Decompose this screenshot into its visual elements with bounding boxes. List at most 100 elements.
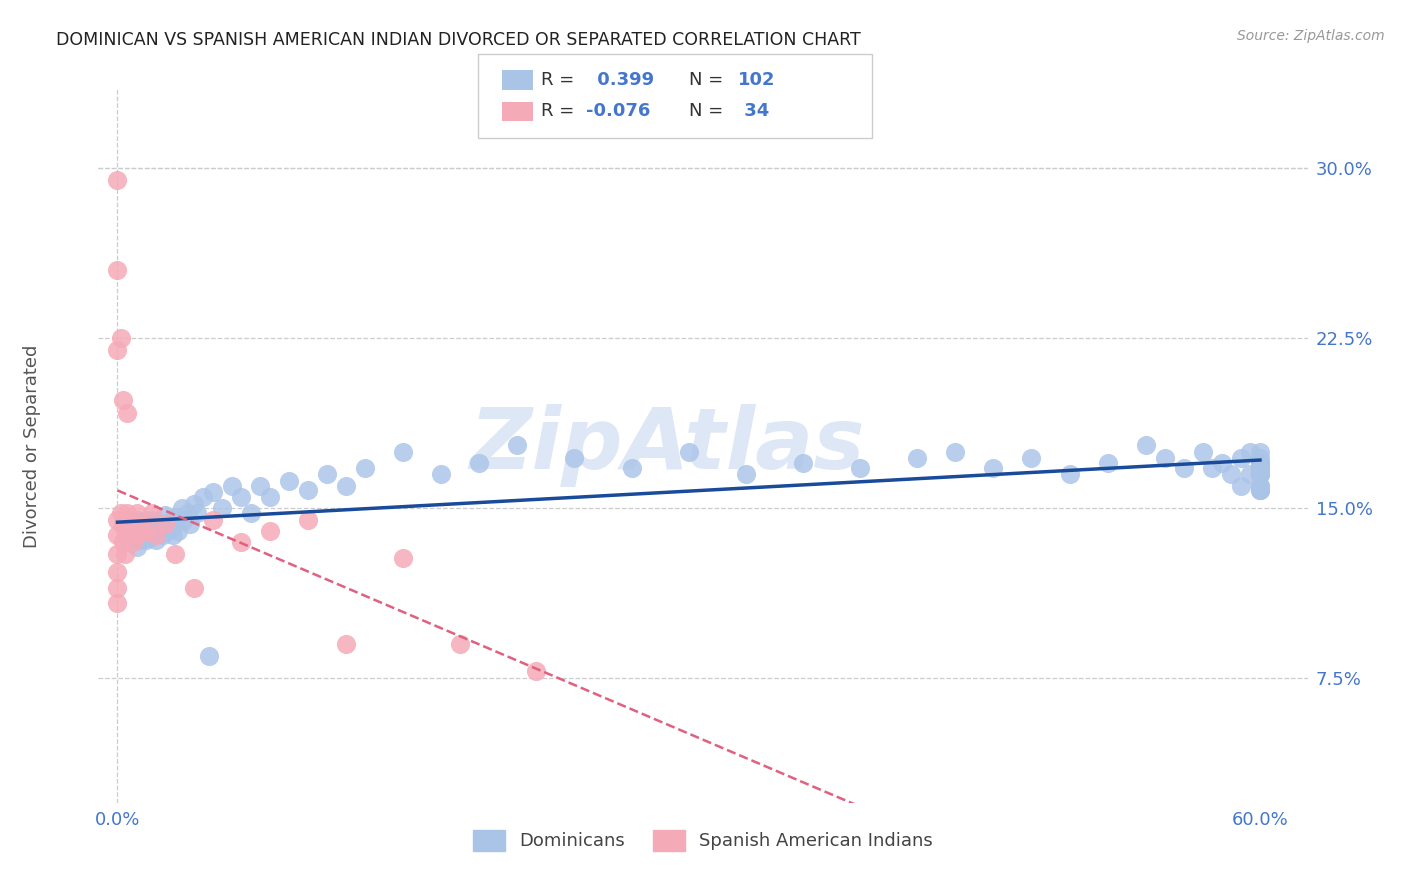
Point bbox=[157, 515, 180, 529]
Point bbox=[112, 535, 135, 549]
Point bbox=[120, 524, 142, 538]
Point bbox=[183, 581, 205, 595]
Point bbox=[1249, 483, 1271, 498]
Point bbox=[173, 513, 195, 527]
Point bbox=[297, 483, 319, 498]
Point bbox=[449, 637, 471, 651]
Point bbox=[201, 513, 224, 527]
Point bbox=[1153, 451, 1175, 466]
Point bbox=[163, 547, 186, 561]
Point bbox=[506, 438, 529, 452]
Point bbox=[112, 392, 135, 407]
Point bbox=[1135, 438, 1157, 452]
Point bbox=[211, 501, 233, 516]
Text: Divorced or Separated: Divorced or Separated bbox=[22, 344, 41, 548]
Point bbox=[139, 522, 162, 536]
Point bbox=[112, 519, 135, 533]
Text: N =: N = bbox=[689, 71, 728, 89]
Text: R =: R = bbox=[541, 103, 581, 120]
Point bbox=[141, 513, 163, 527]
Point bbox=[135, 513, 157, 527]
Point bbox=[124, 517, 146, 532]
Point bbox=[115, 528, 138, 542]
Point bbox=[1097, 456, 1119, 470]
Point bbox=[430, 467, 453, 482]
Point bbox=[152, 528, 174, 542]
Point bbox=[153, 517, 176, 532]
Point bbox=[129, 533, 152, 547]
Point bbox=[125, 524, 148, 538]
Point bbox=[1249, 483, 1271, 498]
Text: ZipAtlas: ZipAtlas bbox=[470, 404, 865, 488]
Point bbox=[249, 478, 271, 492]
Point bbox=[1249, 467, 1271, 482]
Point bbox=[115, 519, 138, 533]
Point bbox=[335, 478, 357, 492]
Point bbox=[172, 501, 194, 516]
Text: Source: ZipAtlas.com: Source: ZipAtlas.com bbox=[1237, 29, 1385, 43]
Point bbox=[1239, 467, 1261, 482]
Point bbox=[141, 524, 163, 538]
Point bbox=[1249, 456, 1271, 470]
Point bbox=[114, 547, 136, 561]
Point bbox=[1249, 460, 1271, 475]
Point bbox=[121, 535, 143, 549]
Point bbox=[107, 343, 129, 357]
Point bbox=[153, 517, 176, 532]
Point bbox=[1249, 478, 1271, 492]
Point bbox=[115, 506, 138, 520]
Point bbox=[118, 535, 141, 549]
Point bbox=[983, 460, 1005, 475]
Text: 0.399: 0.399 bbox=[591, 71, 654, 89]
Point bbox=[239, 506, 262, 520]
Point bbox=[131, 524, 153, 538]
Point bbox=[468, 456, 491, 470]
Point bbox=[231, 490, 253, 504]
Point bbox=[191, 490, 214, 504]
Point bbox=[231, 535, 253, 549]
Point bbox=[1249, 444, 1271, 458]
Point bbox=[335, 637, 357, 651]
Point bbox=[1220, 467, 1243, 482]
Point bbox=[1173, 460, 1195, 475]
Point bbox=[259, 524, 281, 538]
Point bbox=[1230, 478, 1253, 492]
Point bbox=[1211, 456, 1233, 470]
Point bbox=[135, 522, 157, 536]
Point bbox=[129, 519, 152, 533]
Text: R =: R = bbox=[541, 71, 581, 89]
Point bbox=[114, 513, 136, 527]
Point bbox=[166, 510, 188, 524]
Point bbox=[792, 456, 814, 470]
Text: DOMINICAN VS SPANISH AMERICAN INDIAN DIVORCED OR SEPARATED CORRELATION CHART: DOMINICAN VS SPANISH AMERICAN INDIAN DIV… bbox=[56, 31, 860, 49]
Point bbox=[392, 551, 415, 566]
Point bbox=[118, 517, 141, 532]
Point bbox=[107, 263, 129, 277]
Point bbox=[179, 517, 201, 532]
Point bbox=[905, 451, 928, 466]
Point bbox=[125, 528, 148, 542]
Point bbox=[1249, 467, 1271, 482]
Point bbox=[1249, 483, 1271, 498]
Point bbox=[183, 497, 205, 511]
Point bbox=[153, 508, 176, 522]
Point bbox=[124, 531, 146, 545]
Point bbox=[125, 540, 148, 554]
Point bbox=[115, 406, 138, 420]
Point bbox=[129, 519, 152, 533]
Point bbox=[198, 648, 221, 663]
Point bbox=[943, 444, 966, 458]
Point bbox=[146, 524, 169, 538]
Point bbox=[156, 524, 179, 538]
Point bbox=[186, 506, 208, 520]
Point bbox=[107, 528, 129, 542]
Point bbox=[167, 524, 190, 538]
Point bbox=[259, 490, 281, 504]
Point bbox=[136, 526, 159, 541]
Point bbox=[354, 460, 377, 475]
Point bbox=[1239, 444, 1261, 458]
Point bbox=[115, 528, 138, 542]
Legend: Dominicans, Spanish American Indians: Dominicans, Spanish American Indians bbox=[465, 822, 941, 858]
Point bbox=[620, 460, 643, 475]
Point bbox=[141, 506, 163, 520]
